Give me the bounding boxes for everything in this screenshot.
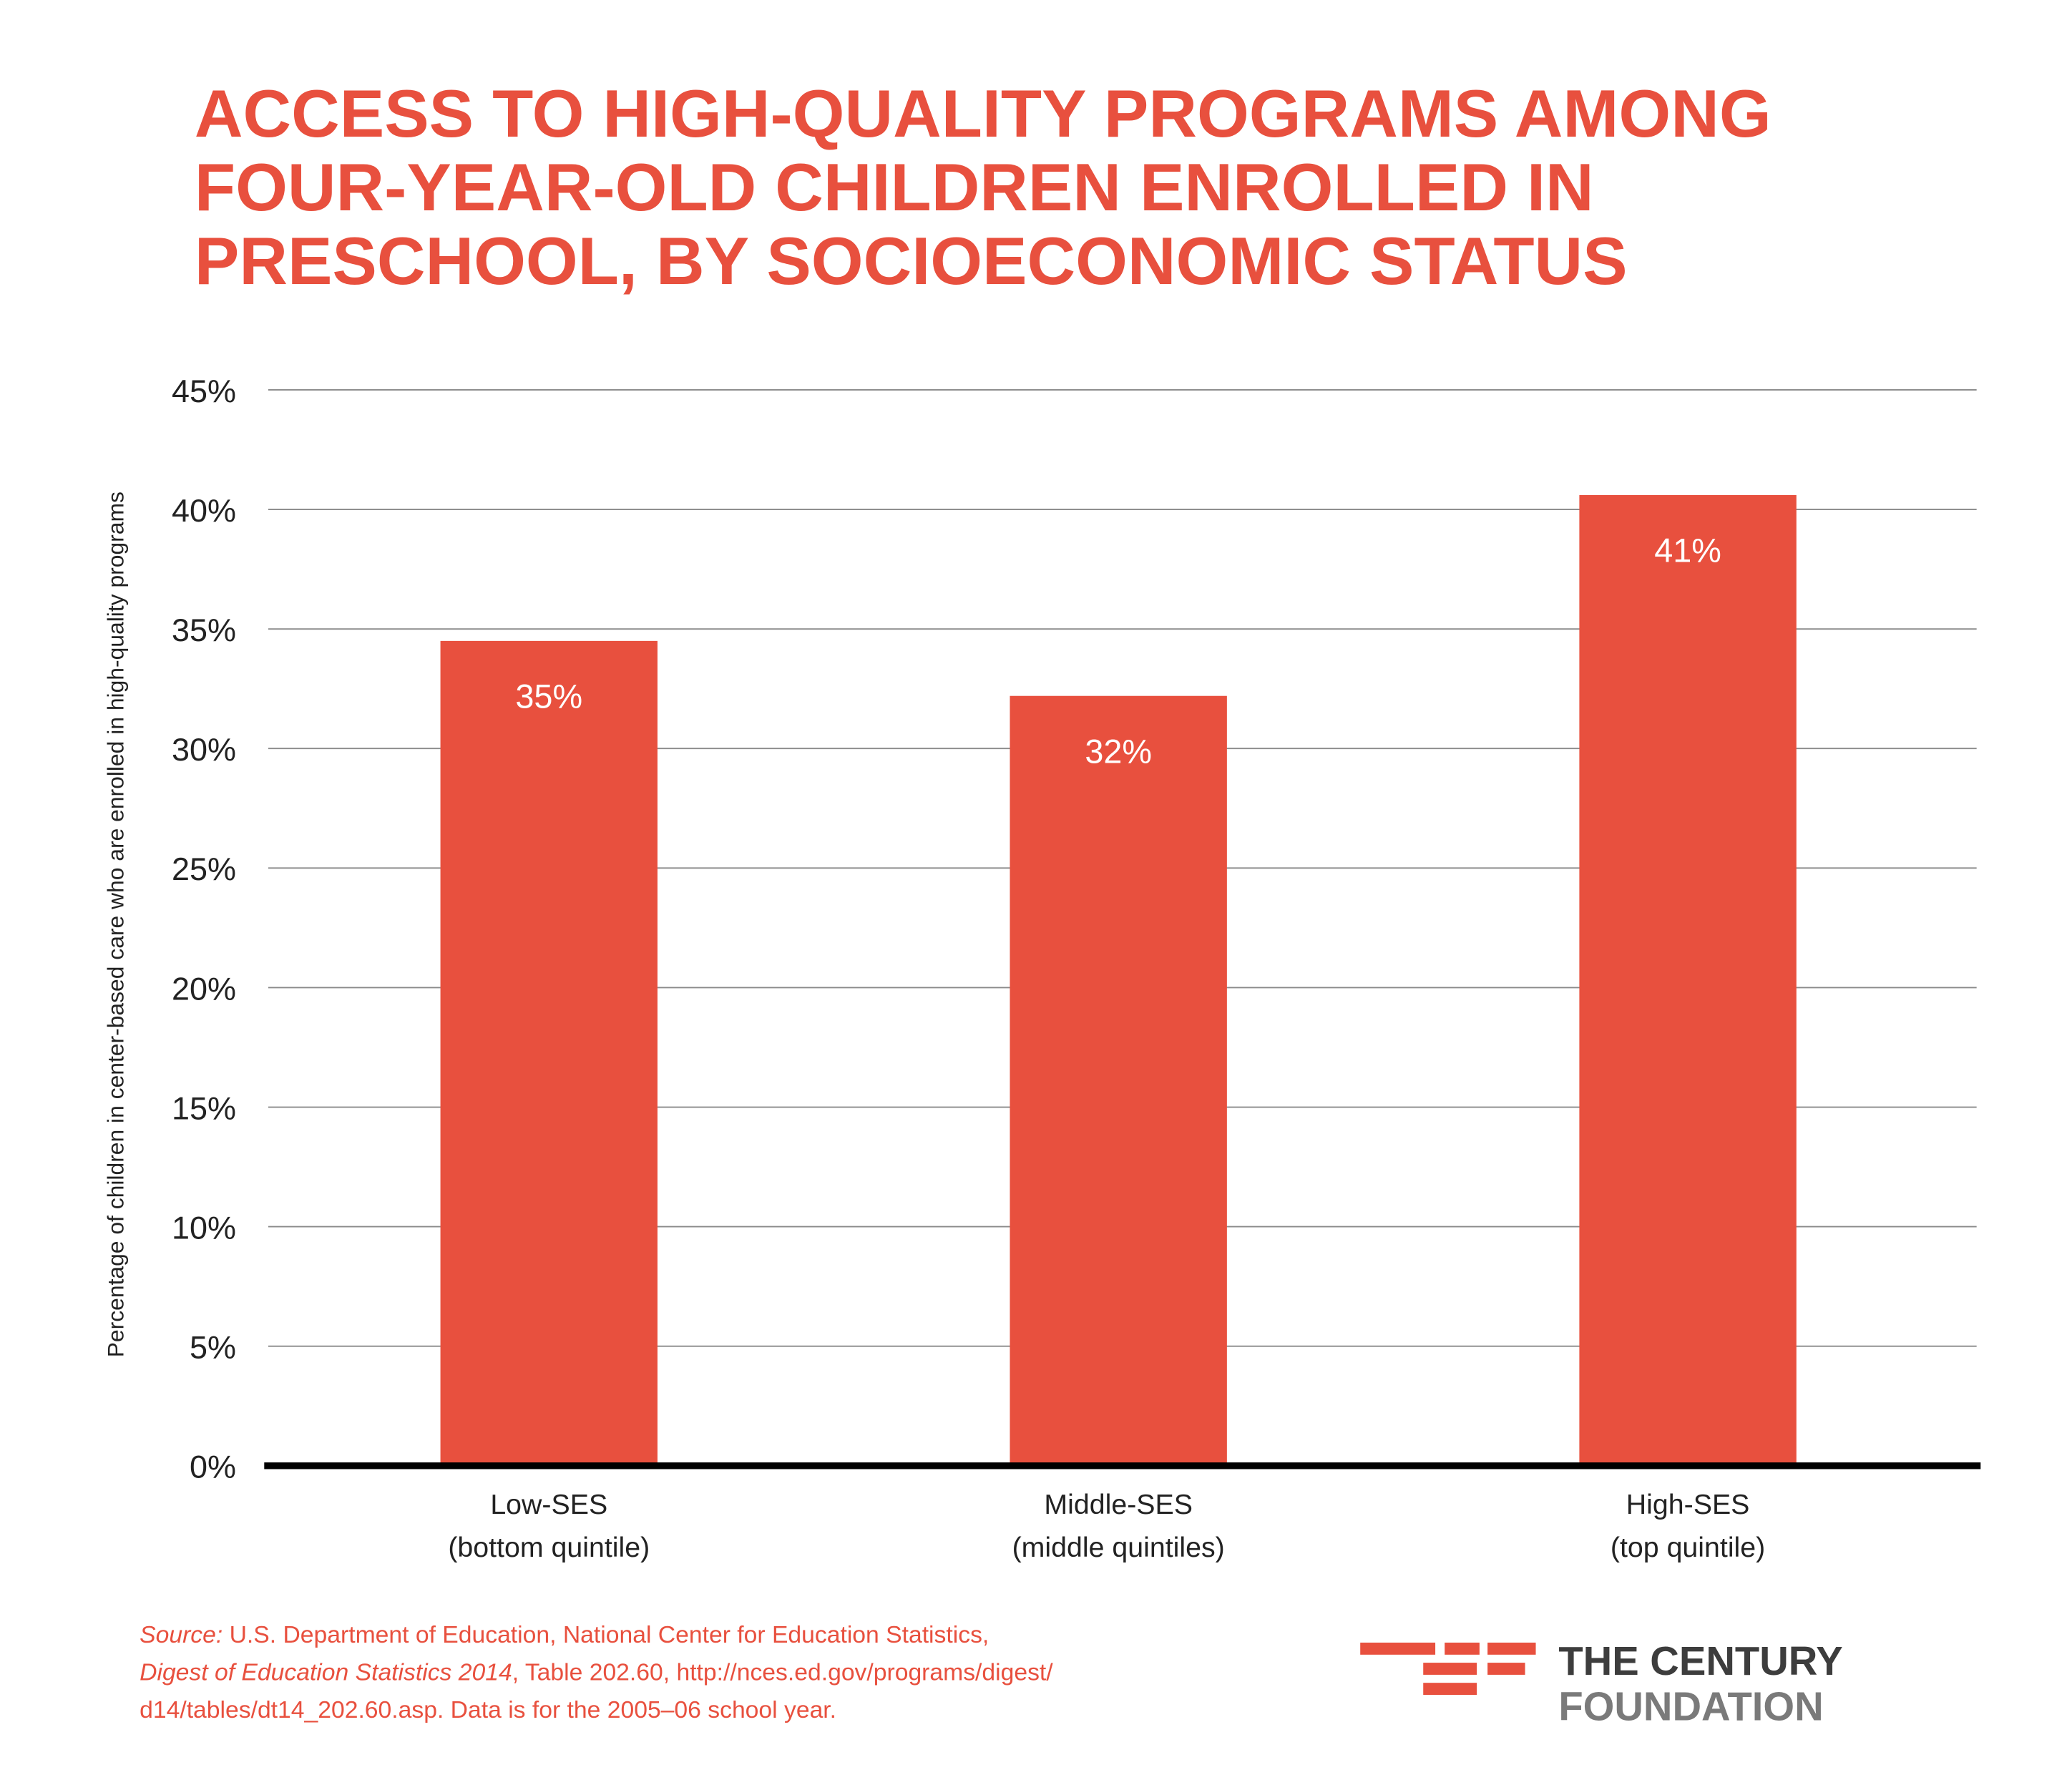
y-tick-label: 15% bbox=[172, 1090, 236, 1126]
x-tick-label: High-SES bbox=[1626, 1489, 1750, 1520]
x-tick-label: Middle-SES bbox=[1044, 1489, 1193, 1520]
y-tick-label: 20% bbox=[172, 970, 236, 1007]
y-tick-label: 40% bbox=[172, 492, 236, 529]
x-tick-label: (bottom quintile) bbox=[448, 1532, 650, 1563]
chart-title: FOUR-YEAR-OLD CHILDREN ENROLLED IN bbox=[195, 150, 1594, 225]
logo-text: FOUNDATION bbox=[1558, 1684, 1823, 1729]
value-label: 32% bbox=[1085, 733, 1152, 770]
value-label: 35% bbox=[515, 678, 582, 715]
y-axis-label: Percentage of children in center-based c… bbox=[103, 491, 129, 1357]
value-label: 41% bbox=[1654, 532, 1721, 569]
source-segment: Digest of Education Statistics 2014 bbox=[140, 1658, 512, 1686]
x-tick-label: (top quintile) bbox=[1611, 1532, 1765, 1563]
x-tick-label: Low-SES bbox=[490, 1489, 607, 1520]
y-tick-label: 45% bbox=[172, 373, 236, 409]
source-note: d14/tables/dt14_202.60.asp. Data is for … bbox=[140, 1696, 836, 1723]
y-tick-label: 35% bbox=[172, 612, 236, 648]
logo-mark bbox=[1360, 1642, 1536, 1696]
source-note: Digest of Education Statistics 2014, Tab… bbox=[140, 1658, 1053, 1686]
y-tick-label: 0% bbox=[190, 1449, 236, 1485]
source-segment: , Table 202.60, http://nces.ed.gov/progr… bbox=[512, 1658, 1054, 1686]
y-tick-label: 5% bbox=[190, 1329, 236, 1366]
bar bbox=[440, 640, 658, 1466]
y-tick-label: 25% bbox=[172, 851, 236, 887]
source-segment: d14/tables/dt14_202.60.asp. Data is for … bbox=[140, 1696, 836, 1723]
source-note: Source: U.S. Department of Education, Na… bbox=[140, 1621, 989, 1648]
source-segment: U.S. Department of Education, National C… bbox=[223, 1621, 989, 1648]
bar bbox=[1010, 695, 1227, 1466]
bar bbox=[1579, 495, 1797, 1466]
chart-title: ACCESS TO HIGH-QUALITY PROGRAMS AMONG bbox=[195, 76, 1772, 151]
source-segment: Source: bbox=[140, 1621, 223, 1648]
logo-text: THE CENTURY bbox=[1558, 1638, 1842, 1683]
x-tick-label: (middle quintiles) bbox=[1012, 1532, 1225, 1563]
y-tick-label: 10% bbox=[172, 1209, 236, 1246]
chart-title: PRESCHOOL, BY SOCIOECONOMIC STATUS bbox=[195, 223, 1628, 298]
y-tick-label: 30% bbox=[172, 731, 236, 768]
